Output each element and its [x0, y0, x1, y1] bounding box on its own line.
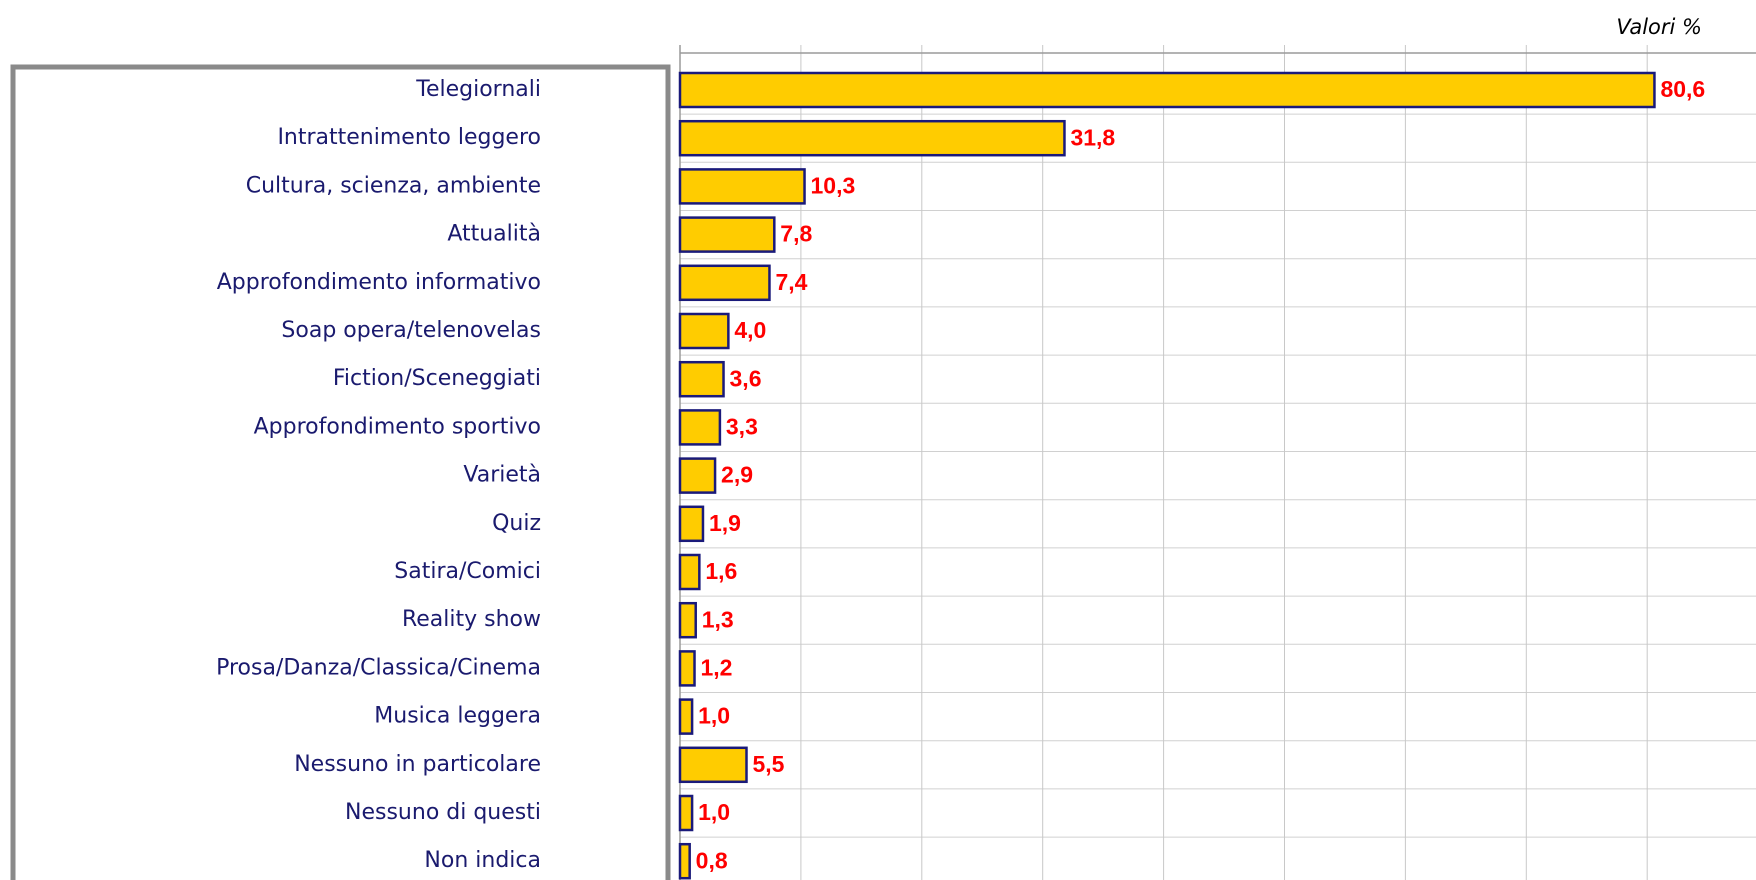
category-label: Quiz: [492, 511, 541, 536]
value-label: 3,6: [730, 365, 762, 391]
category-label: Nessuno in particolare: [294, 752, 541, 777]
category-label: Fiction/Sceneggiati: [333, 366, 541, 391]
value-label: 5,5: [752, 751, 784, 777]
value-label: 2,9: [721, 462, 753, 488]
bar: [678, 409, 722, 446]
category-label: Intrattenimento leggero: [277, 125, 541, 150]
bar: [678, 842, 691, 880]
bar: [678, 119, 1066, 157]
value-label: 1,6: [705, 558, 737, 584]
category-label: Varietà: [463, 463, 541, 488]
category-label: Approfondimento informativo: [217, 270, 541, 295]
value-label: 7,8: [780, 221, 812, 247]
label-frame: [10, 64, 671, 880]
category-label: Attualità: [447, 222, 541, 247]
category-label: Soap opera/telenovelas: [281, 318, 541, 343]
bar: [678, 360, 725, 398]
value-label: 3,3: [726, 413, 758, 439]
category-label: Musica leggera: [374, 704, 541, 729]
value-label: 1,2: [701, 654, 733, 680]
category-label: Satira/Comici: [394, 559, 541, 584]
value-label: 1,0: [698, 703, 730, 729]
category-label: Approfondimento sportivo: [254, 414, 541, 439]
value-label: 7,4: [775, 269, 807, 295]
value-label: 0,8: [696, 847, 728, 873]
value-label: 4,0: [734, 317, 766, 343]
category-label: Reality show: [402, 607, 541, 632]
bar: [678, 168, 806, 205]
unit-annotation: Valori %: [1616, 15, 1702, 39]
bar: [678, 505, 705, 543]
value-label: 80,6: [1660, 76, 1705, 102]
category-label: Cultura, scienza, ambiente: [246, 173, 541, 198]
bar: [678, 216, 776, 253]
bar: [678, 312, 730, 350]
category-label: Telegiornali: [415, 77, 541, 102]
category-label: Non indica: [424, 848, 541, 873]
bar: [678, 553, 701, 591]
bar: [678, 794, 694, 832]
category-label: Prosa/Danza/Classica/Cinema: [216, 655, 541, 680]
bar: [678, 457, 717, 494]
value-label: 10,3: [811, 172, 856, 198]
value-label: 1,9: [709, 510, 741, 536]
bar: [678, 71, 1656, 109]
bar: [678, 746, 748, 784]
value-label: 1,3: [702, 606, 734, 632]
bar: [678, 264, 771, 302]
category-label: Nessuno di questi: [345, 800, 541, 825]
value-label: 1,0: [698, 799, 730, 825]
value-label: 31,8: [1070, 124, 1115, 150]
bar: [678, 650, 696, 687]
bar: [678, 601, 697, 639]
bar: [678, 698, 694, 735]
